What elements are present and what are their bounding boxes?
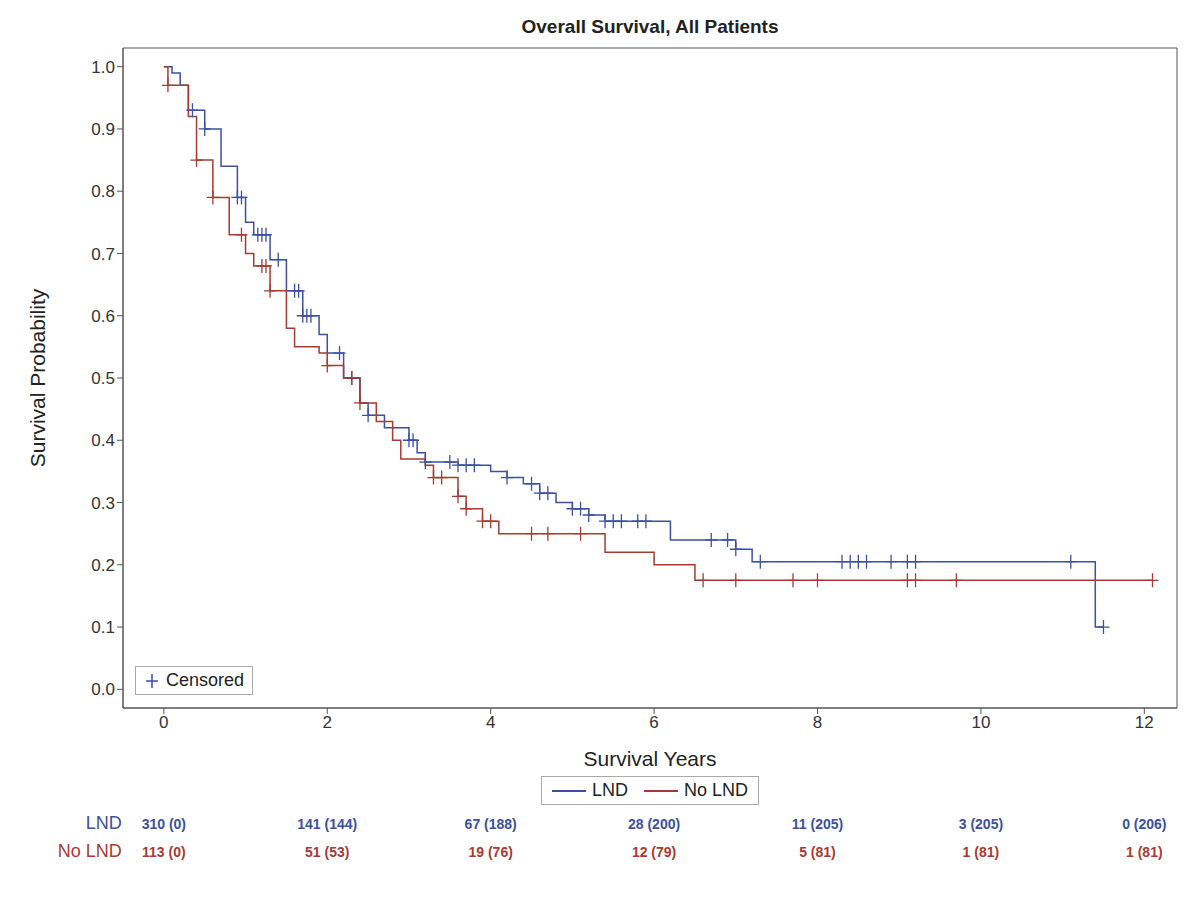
svg-text:0.1: 0.1 [91,618,115,637]
svg-text:Survival Years: Survival Years [583,747,716,768]
html-text:141 (144): 141 (144) [297,816,358,832]
svg-text:12: 12 [1135,713,1154,732]
svg-text:Survival Probability: Survival Probability [26,288,49,467]
html-text:LND: LND [85,813,122,833]
svg-text:0.9: 0.9 [91,120,115,139]
svg-text:10: 10 [971,713,990,732]
html-text:Censored: Censored [166,670,244,690]
svg-text:0.3: 0.3 [91,494,115,513]
html-text:28 (200): 28 (200) [628,816,681,832]
svg-text:8: 8 [813,713,822,732]
html-text:11 (205): 11 (205) [791,816,844,832]
svg-text:0.5: 0.5 [91,369,115,388]
svg-text:6: 6 [649,713,658,732]
svg-text:0: 0 [159,713,168,732]
html-text:0 (206): 0 (206) [1122,816,1167,832]
svg-text:1.0: 1.0 [91,58,115,77]
svg-text:0.7: 0.7 [91,245,115,264]
html-text:5 (81): 5 (81) [799,844,836,860]
html-text:1 (81): 1 (81) [1126,844,1163,860]
html-text:51 (53): 51 (53) [305,844,350,860]
html-text:1 (81): 1 (81) [962,844,1000,860]
html-text:No LND: No LND [57,841,122,861]
svg-text:2: 2 [323,713,332,732]
svg-text:4: 4 [486,713,495,732]
html-text:12 (79): 12 (79) [631,844,677,860]
svg-text:0.0: 0.0 [91,680,115,699]
html-text:19 (76): 19 (76) [468,844,513,860]
svg-text:0.4: 0.4 [91,431,115,450]
html-text:No LND: No LND [684,780,748,800]
svg-text:0.2: 0.2 [91,556,115,575]
svg-text:0.6: 0.6 [91,307,115,326]
svg-text:0.8: 0.8 [91,182,115,201]
html-text:67 (188): 67 (188) [464,816,517,832]
html-text:310 (0): 310 (0) [141,816,186,832]
html-text:113 (0): 113 (0) [142,844,186,860]
html-text:LND: LND [592,780,628,800]
html-text:Overall Survival, All Patients: Overall Survival, All Patients [521,16,779,37]
html-text:3 (205): 3 (205) [958,816,1004,832]
